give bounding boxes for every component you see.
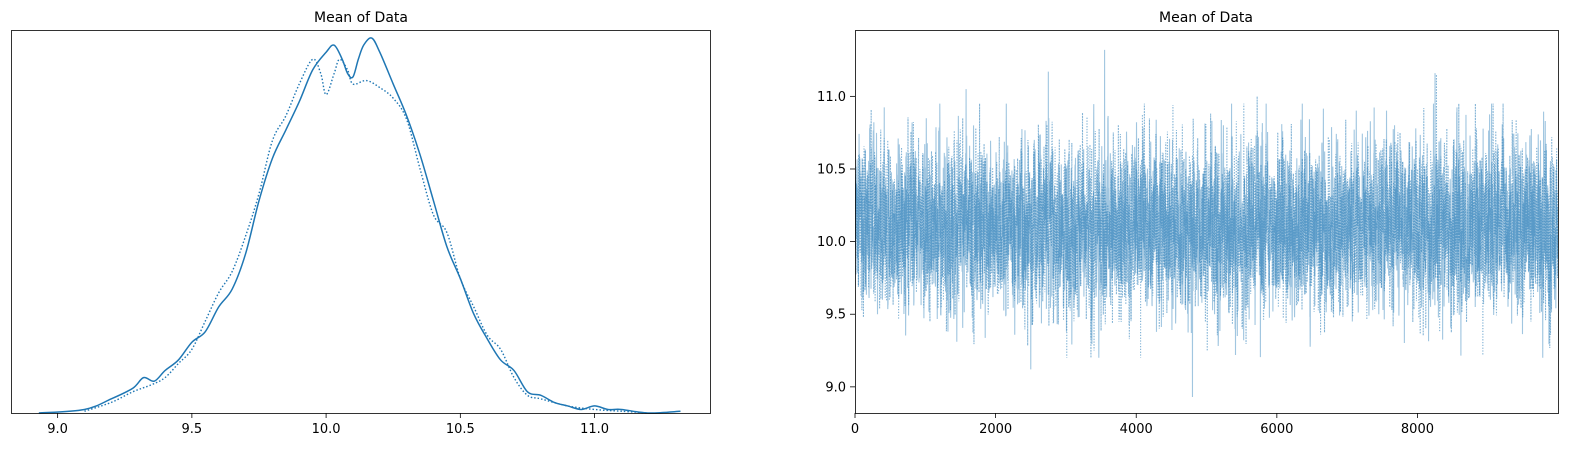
trace-x-tick-label: 8000: [1401, 422, 1434, 437]
trace-x-tick-label: 6000: [1260, 422, 1293, 437]
kde-lines: [38, 37, 681, 414]
trace-x-tick-label: 2000: [979, 422, 1012, 437]
kde-title: Mean of Data: [314, 10, 408, 26]
trace-title: Mean of Data: [1159, 10, 1253, 26]
kde-x-tick-label: 9.0: [47, 422, 68, 437]
trace-series-dotted: [855, 74, 1558, 358]
kde-panel: Mean of Data 9.0 9.5 10.0 10.5 11.0: [11, 10, 711, 437]
trace-x-tick-label: 4000: [1120, 422, 1153, 437]
trace-panel: Mean of Data 0 2000 4000 6000 8000 9.0 9.5 10.…: [817, 10, 1559, 437]
trace-lines: [855, 49, 1558, 398]
trace-y-tick-label: 11.0: [817, 90, 846, 105]
trace-y-tick-label: 9.5: [825, 308, 846, 323]
trace-y-axis: 9.0 9.5 10.0 10.5 11.0: [817, 90, 855, 395]
kde-x-axis: 9.0 9.5 10.0 10.5 11.0: [47, 413, 609, 437]
kde-series-dotted: [84, 58, 649, 414]
kde-x-tick-label: 10.0: [312, 422, 341, 437]
kde-series-solid: [38, 37, 681, 414]
trace-x-axis: 0 2000 4000 6000 8000: [851, 413, 1434, 437]
trace-y-tick-label: 10.5: [817, 162, 846, 177]
trace-y-tick-label: 10.0: [817, 235, 846, 250]
kde-x-tick-label: 9.5: [182, 422, 203, 437]
trace-x-tick-label: 0: [851, 422, 859, 437]
kde-plot-frame: [11, 30, 711, 414]
kde-x-tick-label: 11.0: [580, 422, 609, 437]
trace-plot-frame: [855, 30, 1559, 414]
kde-x-tick-label: 10.5: [446, 422, 475, 437]
trace-y-tick-label: 9.0: [825, 380, 846, 395]
